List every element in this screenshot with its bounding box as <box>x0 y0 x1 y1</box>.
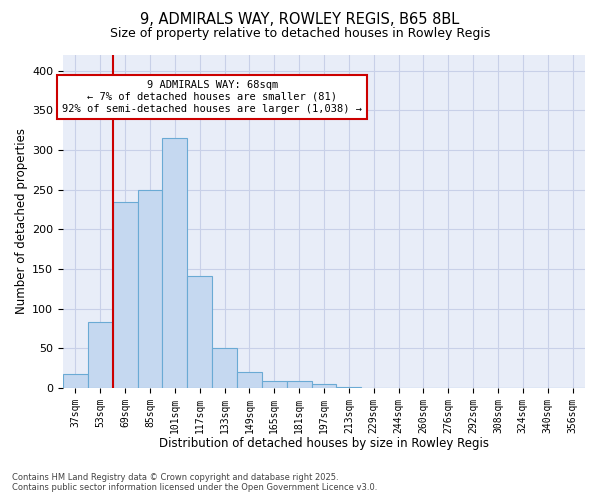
Bar <box>287 380 311 388</box>
Bar <box>187 276 212 388</box>
Bar <box>137 190 163 388</box>
Text: Size of property relative to detached houses in Rowley Regis: Size of property relative to detached ho… <box>110 28 490 40</box>
Text: Contains HM Land Registry data © Crown copyright and database right 2025.
Contai: Contains HM Land Registry data © Crown c… <box>12 473 377 492</box>
Bar <box>212 348 237 388</box>
Bar <box>88 322 113 388</box>
Bar <box>337 387 361 388</box>
Bar <box>163 138 187 388</box>
Bar <box>63 374 88 388</box>
Y-axis label: Number of detached properties: Number of detached properties <box>15 128 28 314</box>
Text: 9 ADMIRALS WAY: 68sqm
← 7% of detached houses are smaller (81)
92% of semi-detac: 9 ADMIRALS WAY: 68sqm ← 7% of detached h… <box>62 80 362 114</box>
Text: 9, ADMIRALS WAY, ROWLEY REGIS, B65 8BL: 9, ADMIRALS WAY, ROWLEY REGIS, B65 8BL <box>140 12 460 28</box>
Bar <box>262 380 287 388</box>
X-axis label: Distribution of detached houses by size in Rowley Regis: Distribution of detached houses by size … <box>159 437 489 450</box>
Bar <box>237 372 262 388</box>
Bar <box>113 202 137 388</box>
Bar <box>311 384 337 388</box>
